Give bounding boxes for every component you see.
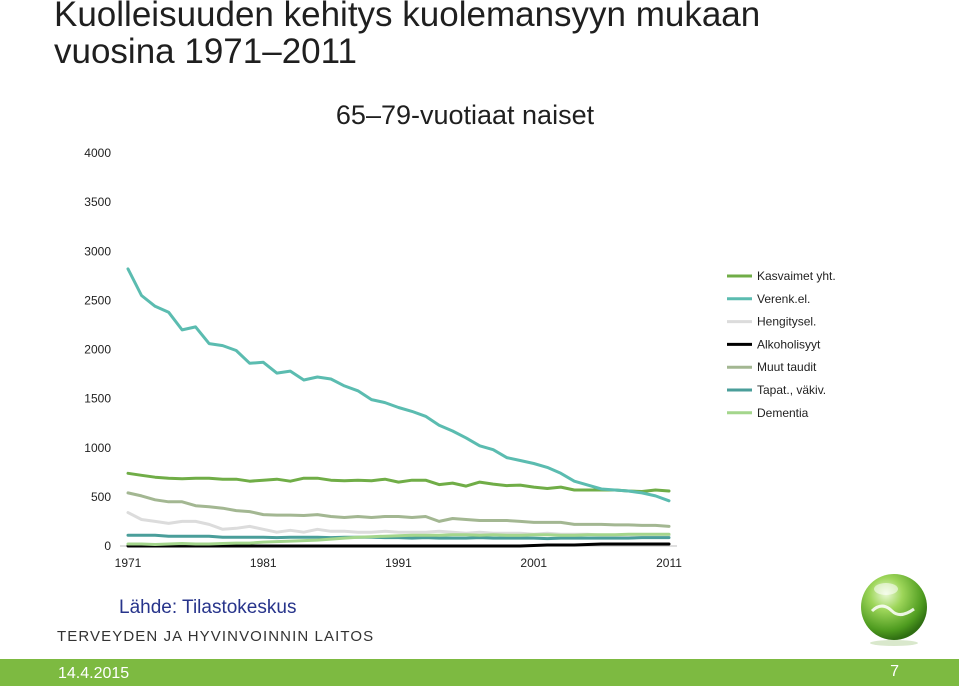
series-line: [126, 471, 671, 493]
legend-label: Dementia: [757, 406, 809, 420]
footer-bar: [0, 659, 959, 686]
series-line: [126, 542, 671, 548]
legend-label: Verenk.el.: [757, 292, 810, 306]
x-tick-label: 1991: [385, 556, 412, 570]
legend: Kasvaimet yht. Verenk.el. Hengitysel. Alkoh…: [727, 269, 836, 420]
chart-title: 65–79-vuotiaat naiset: [335, 100, 595, 130]
slide-title-line1: Kuolleisuuden kehitys kuolemansyyn mukaa…: [54, 0, 761, 34]
series-layer: [126, 267, 671, 548]
x-tick-label: 2011: [656, 556, 682, 570]
y-tick-label: 2500: [84, 293, 111, 307]
y-tick-label: 3000: [84, 244, 111, 258]
x-axis: 1971 1981 1991 2001 2011: [115, 545, 682, 570]
x-tick-label: 1981: [250, 556, 277, 570]
y-tick-label: 4000: [84, 146, 111, 160]
organization-name: TERVEYDEN JA HYVINVOINNIN LAITOS: [57, 628, 375, 645]
green-globe-logo-icon: [861, 574, 927, 646]
legend-label: Hengitysel.: [757, 315, 816, 329]
legend-label: Kasvaimet yht.: [757, 269, 836, 283]
legend-label: Tapat., väkiv.: [757, 383, 826, 397]
series-line: [126, 533, 671, 541]
x-tick-label: 1971: [115, 556, 142, 570]
footer-date: 14.4.2015: [58, 665, 130, 682]
y-tick-label: 500: [91, 490, 111, 504]
source-text: Lähde: Tilastokeskus: [119, 597, 297, 618]
y-tick-label: 1500: [84, 392, 111, 406]
series-line: [126, 491, 671, 528]
y-tick-label: 3500: [84, 195, 111, 209]
page-number: 7: [890, 663, 899, 680]
y-tick-label: 1000: [84, 441, 111, 455]
legend-label: Alkoholisyyt: [757, 337, 821, 351]
slide-title-line2: vuosina 1971–2011: [54, 32, 357, 71]
series-line: [126, 532, 671, 546]
legend-label: Muut taudit: [757, 360, 817, 374]
slide-title: Kuolleisuuden kehitys kuolemansyyn mukaa…: [54, 0, 914, 70]
y-axis: 0 500 1000 1500 2000 2500 3000 3500 4000: [84, 146, 111, 553]
line-chart: 0 500 1000 1500 2000 2500 3000 3500 4000 1971 198…: [84, 146, 836, 570]
y-tick-label: 2000: [84, 343, 111, 357]
y-tick-label: 0: [104, 539, 111, 553]
series-line: [126, 267, 671, 503]
x-tick-label: 2001: [520, 556, 547, 570]
